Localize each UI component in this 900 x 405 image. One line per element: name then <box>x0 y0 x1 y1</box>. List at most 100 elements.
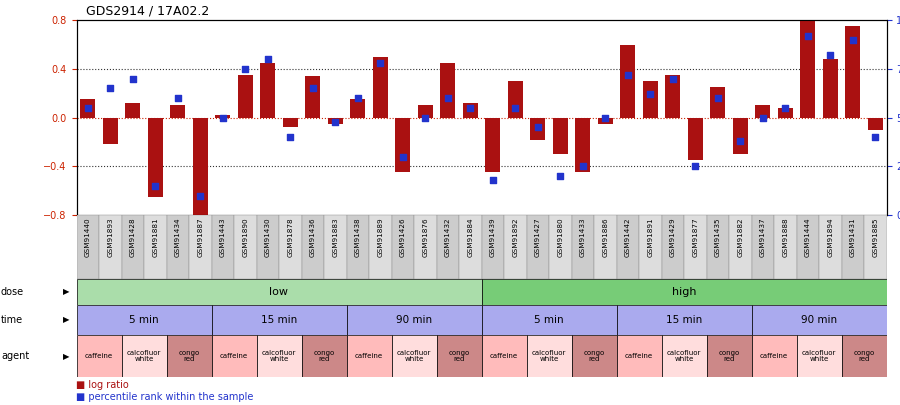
Bar <box>639 215 662 279</box>
Bar <box>302 335 346 377</box>
Bar <box>864 215 886 279</box>
Text: GSM91893: GSM91893 <box>107 217 113 257</box>
Text: calcofluor
white: calcofluor white <box>667 350 701 362</box>
Point <box>261 56 275 62</box>
Bar <box>256 215 279 279</box>
Bar <box>80 99 95 118</box>
Bar <box>594 215 616 279</box>
Text: caffeine: caffeine <box>490 353 518 359</box>
Bar <box>76 279 482 305</box>
Bar <box>774 215 796 279</box>
Text: caffeine: caffeine <box>625 353 653 359</box>
Text: GSM91440: GSM91440 <box>85 217 91 257</box>
Bar <box>553 118 568 154</box>
Point <box>598 115 612 121</box>
Bar <box>346 215 369 279</box>
Bar <box>688 118 703 160</box>
Text: GSM91885: GSM91885 <box>872 217 878 257</box>
Bar <box>392 335 436 377</box>
Point <box>81 104 95 111</box>
Bar <box>752 305 886 335</box>
Bar <box>598 118 613 124</box>
Bar <box>755 105 770 118</box>
Point <box>778 104 793 111</box>
Bar <box>238 75 253 118</box>
Point <box>216 115 230 121</box>
Bar <box>305 76 320 118</box>
Point <box>643 91 657 98</box>
Text: GSM91432: GSM91432 <box>445 217 451 257</box>
Bar <box>662 215 684 279</box>
Point <box>328 118 342 125</box>
Point <box>441 95 454 101</box>
Point <box>531 124 545 131</box>
Point <box>373 60 387 66</box>
Bar <box>395 118 410 173</box>
Bar <box>76 305 211 335</box>
Text: 90 min: 90 min <box>801 315 837 325</box>
Text: GSM91888: GSM91888 <box>782 217 788 257</box>
Bar <box>733 118 748 154</box>
Bar <box>845 26 860 118</box>
Text: 15 min: 15 min <box>261 315 297 325</box>
Point <box>305 85 320 92</box>
Text: low: low <box>269 287 289 297</box>
Bar <box>823 59 838 118</box>
Bar <box>346 335 392 377</box>
Text: GSM91435: GSM91435 <box>715 217 721 257</box>
Bar <box>414 215 436 279</box>
Text: GSM91889: GSM91889 <box>377 217 383 257</box>
Text: dose: dose <box>1 287 24 297</box>
Bar <box>575 118 590 173</box>
Bar <box>684 215 706 279</box>
Bar <box>459 215 482 279</box>
Bar <box>328 118 343 124</box>
Text: GSM91883: GSM91883 <box>332 217 338 257</box>
Text: caffeine: caffeine <box>220 353 248 359</box>
Point <box>193 192 207 199</box>
Text: GSM91431: GSM91431 <box>850 217 856 257</box>
Text: 90 min: 90 min <box>396 315 432 325</box>
Bar <box>369 215 392 279</box>
Bar <box>166 335 212 377</box>
Bar <box>392 215 414 279</box>
Point <box>553 173 568 179</box>
Point <box>711 95 725 101</box>
Bar <box>796 215 819 279</box>
Point <box>418 115 432 121</box>
Text: 5 min: 5 min <box>535 315 563 325</box>
Bar <box>616 335 662 377</box>
Bar <box>148 118 163 197</box>
Text: GSM91894: GSM91894 <box>827 217 833 257</box>
Text: GSM91427: GSM91427 <box>535 217 541 257</box>
Point <box>508 104 522 111</box>
Text: ■ percentile rank within the sample: ■ percentile rank within the sample <box>76 392 254 402</box>
Bar <box>504 215 526 279</box>
Text: caffeine: caffeine <box>355 353 383 359</box>
Point <box>238 66 252 72</box>
Point <box>148 183 162 189</box>
Bar <box>842 335 886 377</box>
Point <box>868 134 882 141</box>
Point <box>463 104 477 111</box>
Bar <box>526 335 572 377</box>
Point <box>576 163 590 170</box>
Point <box>103 85 117 92</box>
Bar <box>166 215 189 279</box>
Text: congo
red: congo red <box>583 350 605 362</box>
Point <box>351 95 365 101</box>
Bar <box>418 105 433 118</box>
Point <box>846 36 860 43</box>
Text: GSM91433: GSM91433 <box>580 217 586 257</box>
Text: congo
red: congo red <box>718 350 740 362</box>
Bar <box>662 335 706 377</box>
Bar <box>256 335 302 377</box>
Text: GSM91876: GSM91876 <box>422 217 428 257</box>
Text: high: high <box>671 287 697 297</box>
Bar <box>710 87 725 118</box>
Bar <box>212 305 346 335</box>
Text: GSM91890: GSM91890 <box>242 217 248 257</box>
Text: congo
red: congo red <box>853 350 875 362</box>
Text: GSM91443: GSM91443 <box>220 217 226 257</box>
Text: GSM91434: GSM91434 <box>175 217 181 257</box>
